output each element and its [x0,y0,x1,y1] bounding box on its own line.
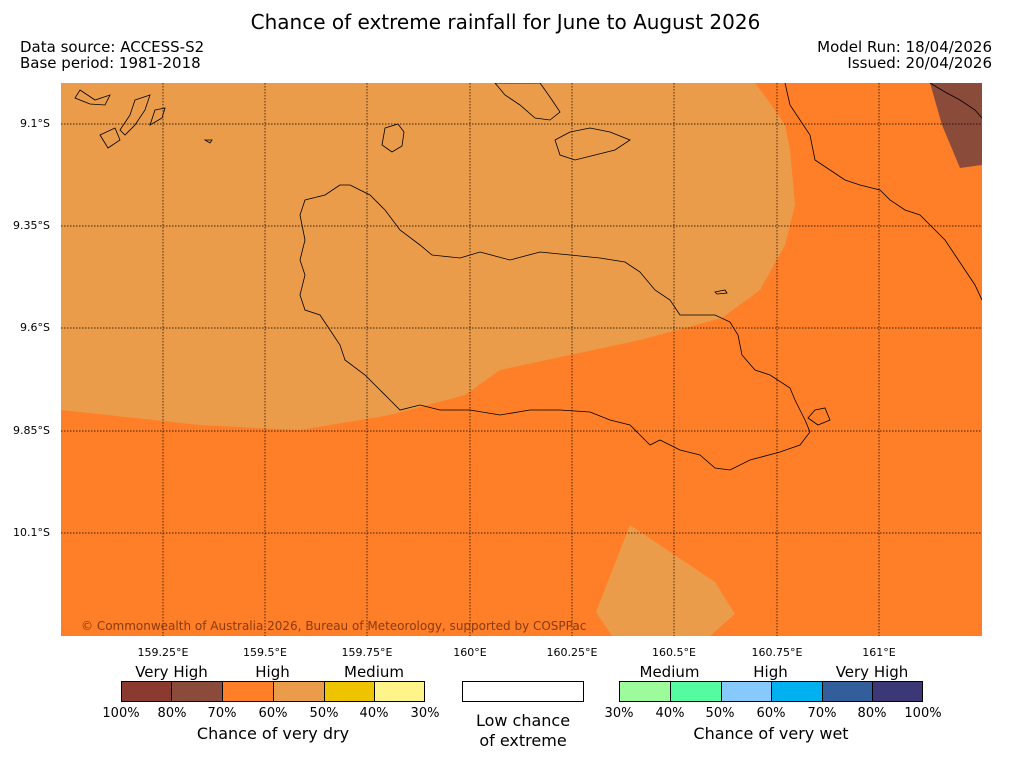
legend-tick: 40% [655,706,685,721]
low-chance-label: Low chance of extreme [452,711,594,751]
legend-tick: 100% [102,706,140,721]
data-source-text: Data source: ACCESS-S2 [20,38,205,56]
legend-swatch [721,681,772,702]
lat-label: 9.6°S [20,321,50,334]
legend-category: Medium [639,663,700,681]
legend-category: Medium [344,663,404,681]
lon-label: 160.75°E [751,646,803,659]
legend-swatch [872,681,923,702]
low-chance-swatch [462,681,584,702]
legend-swatch [771,681,823,702]
lon-label: 159.75°E [341,646,393,659]
legend-tick: 30% [604,706,634,721]
low-chance-line1: Low chance [475,711,571,730]
legend-swatch [222,681,274,702]
lon-label: 159.25°E [137,646,189,659]
legend-swatch [171,681,223,702]
copyright-notice: © Commonwealth of Australia 2026, Bureau… [81,619,587,633]
legend-swatch [670,681,722,702]
legend-tick: 60% [756,706,786,721]
legend-tick: 50% [705,706,735,721]
issued-text: Issued: 20/04/2026 [847,54,992,72]
legend-swatch [822,681,873,702]
lat-label: 9.35°S [13,219,50,232]
legend-swatch [324,681,375,702]
wet-legend-caption: Chance of very wet [693,724,849,743]
graticule [61,83,982,636]
model-run-text: Model Run: 18/04/2026 [817,38,992,56]
legend-tick: 60% [258,706,288,721]
legend-tick: 80% [857,706,887,721]
legend-tick: 70% [807,706,837,721]
legend-swatch [619,681,671,702]
lon-label: 159.5°E [243,646,287,659]
source-info-left: Data source: ACCESS-S2 Base period: 1981… [20,39,204,71]
legend-swatch [374,681,425,702]
legend-category: High [753,663,788,681]
lat-label: 10.1°S [13,526,50,539]
legend-category: Very High [835,663,909,681]
lon-label: 160.5°E [652,646,696,659]
medium-chance-dry-region-north [61,83,795,430]
lat-label: 9.1°S [20,117,50,130]
legend-category: High [255,663,290,681]
lon-label: 161°E [862,646,896,659]
legend-swatch [273,681,325,702]
source-info-right: Model Run: 18/04/2026 Issued: 20/04/2026 [817,39,992,71]
legend-swatch [121,681,172,702]
very-high-chance-dry-region [930,83,982,168]
chart-title: Chance of extreme rainfall for June to A… [250,10,761,34]
lon-label: 160.25°E [546,646,598,659]
legend-tick: 70% [207,706,237,721]
low-chance-line2: of extreme [479,731,567,750]
medium-chance-dry-region-south [596,525,735,636]
lat-label: 9.85°S [13,424,50,437]
dry-legend-caption: Chance of very dry [196,724,350,743]
legend-tick: 40% [359,706,389,721]
lon-label: 160°E [453,646,487,659]
legend-tick: 100% [904,706,942,721]
legend-category: Very High [135,663,208,681]
legend-tick: 50% [309,706,339,721]
coastline [74,83,982,471]
legend-tick: 30% [410,706,440,721]
base-period-text: Base period: 1981-2018 [20,54,201,72]
legend-tick: 80% [157,706,187,721]
